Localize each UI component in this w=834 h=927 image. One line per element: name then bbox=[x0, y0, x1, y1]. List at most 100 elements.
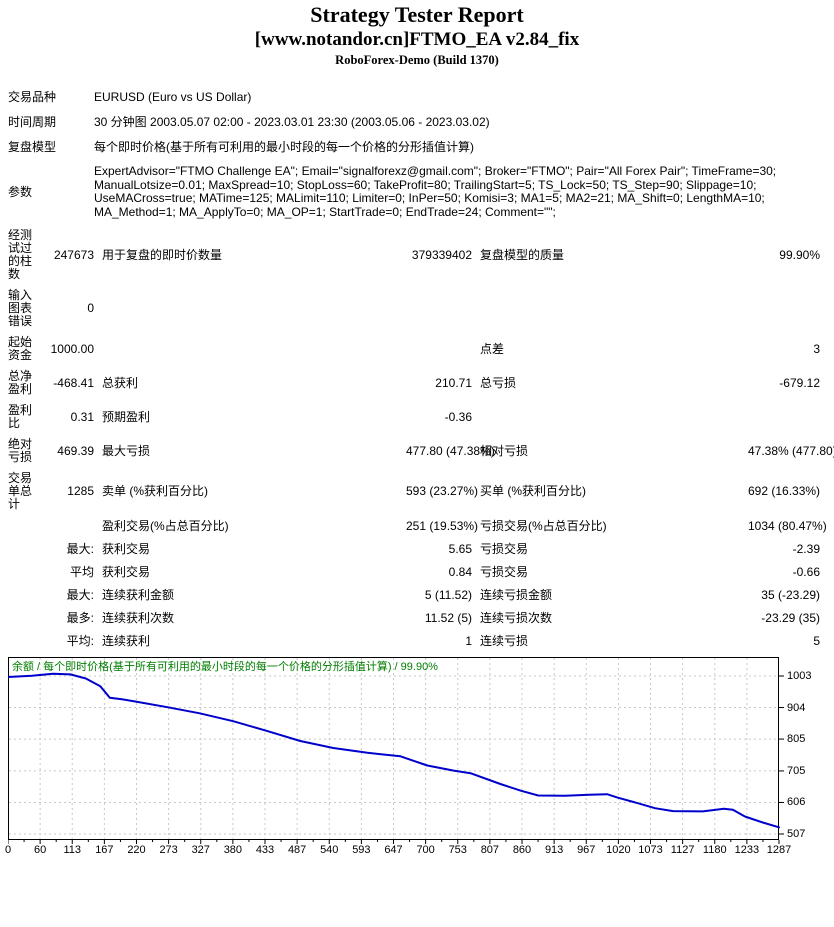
stat-row-header: 绝对亏损 bbox=[8, 437, 33, 464]
stat-value-3: 47.38% (477.80) bbox=[748, 443, 834, 458]
stat-row: 绝对亏损 469.39 最大亏损 477.80 (47.38%) 相对亏损 47… bbox=[8, 437, 834, 464]
y-axis-tick-label: 904 bbox=[787, 701, 806, 714]
stat-label-2: 预期盈利 bbox=[102, 409, 151, 424]
y-axis-tick-label: 507 bbox=[787, 828, 806, 840]
stat-value-1: 469.39 bbox=[57, 443, 94, 458]
x-axis-tick-label: 1233 bbox=[734, 844, 760, 856]
stat-row: 起始资金 1000.00 点差 3 bbox=[8, 336, 826, 362]
stat-label-3: 连续亏损 bbox=[480, 634, 529, 648]
stat-value-1: 1285 bbox=[67, 484, 94, 498]
stat-value-3: -0.66 bbox=[792, 565, 820, 579]
stat-row: 盈利交易(%占总百分比) 251 (19.53%) 亏损交易(%占总百分比) 1… bbox=[8, 519, 827, 534]
stat-value-2: 0.84 bbox=[448, 565, 472, 579]
x-axis-tick-label: 1073 bbox=[638, 844, 663, 856]
stat-row-header: 盈利比 bbox=[8, 403, 33, 430]
x-axis-tick-label: 273 bbox=[159, 844, 178, 856]
x-axis-tick-label: 593 bbox=[352, 844, 371, 856]
stat-row-header: 经测试过的柱数 bbox=[8, 228, 33, 281]
stat-row: 盈利比 0.31 预期盈利 -0.36 bbox=[8, 404, 826, 430]
stat-label-3: 亏损交易 bbox=[480, 565, 529, 579]
ea-name-subtitle: [www.notandor.cn]FTMO_EA v2.84_fix bbox=[254, 29, 580, 50]
stat-label-2: 获利交易 bbox=[102, 542, 151, 556]
broker-build-line: RoboForex-Demo (Build 1370) bbox=[335, 53, 499, 67]
x-axis-tick-label: 753 bbox=[448, 844, 467, 856]
stat-value-2: 11.52 (5) bbox=[424, 611, 472, 625]
stat-label-2: 盈利交易(%占总百分比) bbox=[102, 519, 229, 533]
info-row: 参数 ExpertAdvisor="FTMO Challenge EA"; Em… bbox=[8, 164, 826, 219]
stat-value-2: 5 (11.52) bbox=[424, 588, 472, 602]
x-axis-tick-label: 1127 bbox=[670, 844, 695, 856]
x-axis-tick-label: 913 bbox=[544, 844, 564, 856]
x-axis-tick-label: 860 bbox=[512, 844, 532, 856]
stat-row-header: 起始资金 bbox=[8, 335, 33, 362]
stat-value-1: 最大: bbox=[66, 588, 94, 602]
stat-value-3: 3 bbox=[813, 341, 820, 356]
stat-label-3: 相对亏损 bbox=[480, 443, 529, 458]
stat-row: 输入图表错误 0 bbox=[8, 289, 826, 328]
stat-value-3: 692 (16.33%) bbox=[748, 484, 821, 498]
info-row-label: 复盘模型 bbox=[8, 140, 57, 154]
stat-rows-section: 经测试过的柱数 247673 用于复盘的即时价数量 379339402 复盘模型… bbox=[8, 228, 834, 649]
stat-row: 平均 获利交易 0.84 亏损交易 -0.66 bbox=[8, 565, 826, 580]
stat-row: 总净盈利 -468.41 总获利 210.71 总亏损 -679.12 bbox=[8, 370, 826, 396]
stat-row: 最多: 连续获利次数 11.52 (5) 连续亏损次数 -23.29 (35) bbox=[8, 611, 826, 626]
info-row-label: 参数 bbox=[8, 184, 33, 199]
info-row: 交易品种 EURUSD (Euro vs US Dollar) bbox=[8, 90, 826, 105]
x-axis-tick-label: 327 bbox=[191, 844, 210, 856]
stat-value-2: 251 (19.53%) bbox=[406, 519, 479, 533]
stat-label-2: 连续获利次数 bbox=[102, 611, 175, 625]
stat-value-1: 0 bbox=[87, 301, 94, 315]
x-axis-labels: 0 60 113 167 220 273 327 380 433 487 540 593 647 700 7… bbox=[5, 844, 791, 858]
stat-label-2: 连续获利金额 bbox=[102, 588, 175, 602]
stat-row-header: 输入图表错误 bbox=[8, 288, 33, 328]
x-axis-tick-label: 167 bbox=[95, 844, 114, 856]
stat-value-1: 平均 bbox=[69, 565, 94, 579]
stat-value-1: 平均: bbox=[66, 634, 94, 648]
stat-value-1: -468.41 bbox=[53, 375, 94, 390]
stat-value-2: 1 bbox=[465, 634, 472, 648]
stat-label-3: 连续亏损次数 bbox=[480, 611, 553, 625]
stat-value-1: 1000.00 bbox=[50, 341, 94, 356]
info-row: 复盘模型 每个即时价格(基于所有可利用的最小时段的每一个价格的分形插值计算) bbox=[8, 140, 826, 155]
stat-row: 最大: 连续获利金额 5 (11.52) 连续亏损金额 35 (-23.29) bbox=[8, 588, 826, 603]
stat-label-3: 亏损交易(%占总百分比) bbox=[480, 519, 607, 533]
y-axis-tick-label: 805 bbox=[787, 733, 806, 746]
x-axis-tick-label: 487 bbox=[287, 844, 307, 856]
stat-value-3: 1034 (80.47%) bbox=[748, 519, 827, 533]
stat-label-3: 点差 bbox=[480, 341, 505, 356]
info-row-value: EURUSD (Euro vs US Dollar) bbox=[94, 90, 252, 104]
stat-label-2: 连续获利 bbox=[102, 634, 151, 648]
x-axis-tick-label: 1020 bbox=[606, 844, 631, 856]
stat-label-2: 获利交易 bbox=[102, 565, 151, 579]
stat-value-3: 5 bbox=[813, 634, 820, 648]
x-axis-tick-label: 220 bbox=[127, 844, 146, 856]
info-rows-section: 交易品种 EURUSD (Euro vs US Dollar) 时间周期 30 … bbox=[8, 90, 826, 219]
info-row-label: 交易品种 bbox=[8, 90, 57, 104]
y-axis-tick-label: 606 bbox=[787, 796, 806, 809]
info-row-value: 30 分钟图 2003.05.07 02:00 - 2023.03.01 23:… bbox=[94, 115, 490, 129]
stat-value-2: 379339402 bbox=[411, 247, 472, 262]
stat-label-3: 总亏损 bbox=[480, 375, 517, 390]
x-axis-tick-label: 0 bbox=[4, 844, 12, 856]
info-row-value: ExpertAdvisor="FTMO Challenge EA"; Email… bbox=[94, 164, 777, 219]
stat-value-2: 5.65 bbox=[448, 542, 472, 556]
x-axis-tick-label: 700 bbox=[416, 844, 435, 856]
stat-label-3: 买单 (%获利百分比) bbox=[480, 484, 586, 498]
stat-label-2: 最大亏损 bbox=[102, 443, 151, 458]
stat-value-3: -679.12 bbox=[779, 375, 820, 390]
info-row-value: 每个即时价格(基于所有可利用的最小时段的每一个价格的分形插值计算) bbox=[94, 140, 474, 154]
stat-value-3: 35 (-23.29) bbox=[761, 588, 820, 602]
stat-row: 平均: 连续获利 1 连续亏损 5 bbox=[8, 634, 826, 649]
x-axis-tick-label: 540 bbox=[320, 844, 339, 856]
stat-value-2: 477.80 (47.38%) bbox=[406, 443, 495, 458]
stat-value-3: -23.29 (35) bbox=[761, 611, 820, 625]
stat-value-2: -0.36 bbox=[444, 409, 472, 424]
stat-row-header: 交易单总计 bbox=[8, 471, 33, 511]
page-title: Strategy Tester Report bbox=[310, 2, 524, 27]
stat-value-1: 最大: bbox=[66, 542, 94, 556]
chart-title: 余额 / 每个即时价格(基于所有可利用的最小时段的每一个价格的分形插值计算) /… bbox=[12, 659, 438, 673]
x-axis-tick-label: 1287 bbox=[766, 844, 792, 856]
info-row-label: 时间周期 bbox=[8, 115, 57, 129]
stat-value-1: 最多: bbox=[66, 611, 94, 625]
stat-label-2: 用于复盘的即时价数量 bbox=[102, 247, 223, 262]
